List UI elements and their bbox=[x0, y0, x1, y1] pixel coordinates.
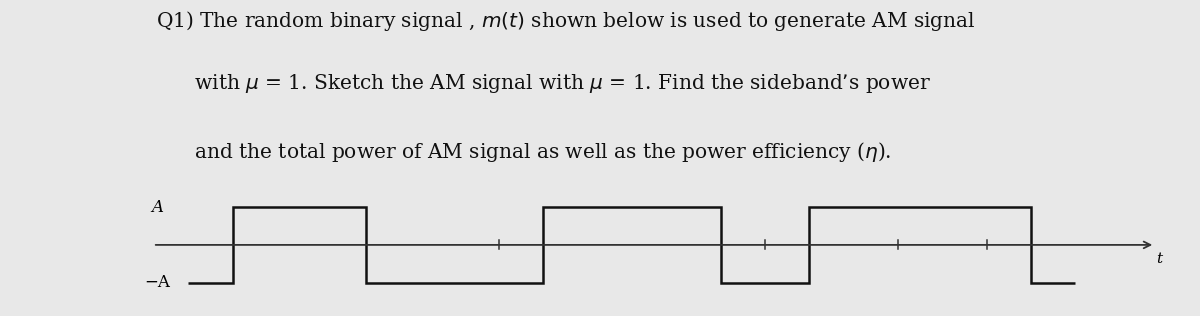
Text: A: A bbox=[151, 199, 163, 216]
Text: Q1) The random binary signal , $m(t)$ shown below is used to generate AM signal: Q1) The random binary signal , $m(t)$ sh… bbox=[156, 9, 976, 33]
Text: t: t bbox=[1157, 252, 1163, 266]
Text: with $\mu$ = 1. Sketch the AM signal with $\mu$ = 1. Find the sideband’s power: with $\mu$ = 1. Sketch the AM signal wit… bbox=[156, 72, 931, 95]
Text: and the total power of AM signal as well as the power efficiency ($\eta$).: and the total power of AM signal as well… bbox=[156, 141, 892, 165]
Text: −A: −A bbox=[144, 274, 170, 291]
